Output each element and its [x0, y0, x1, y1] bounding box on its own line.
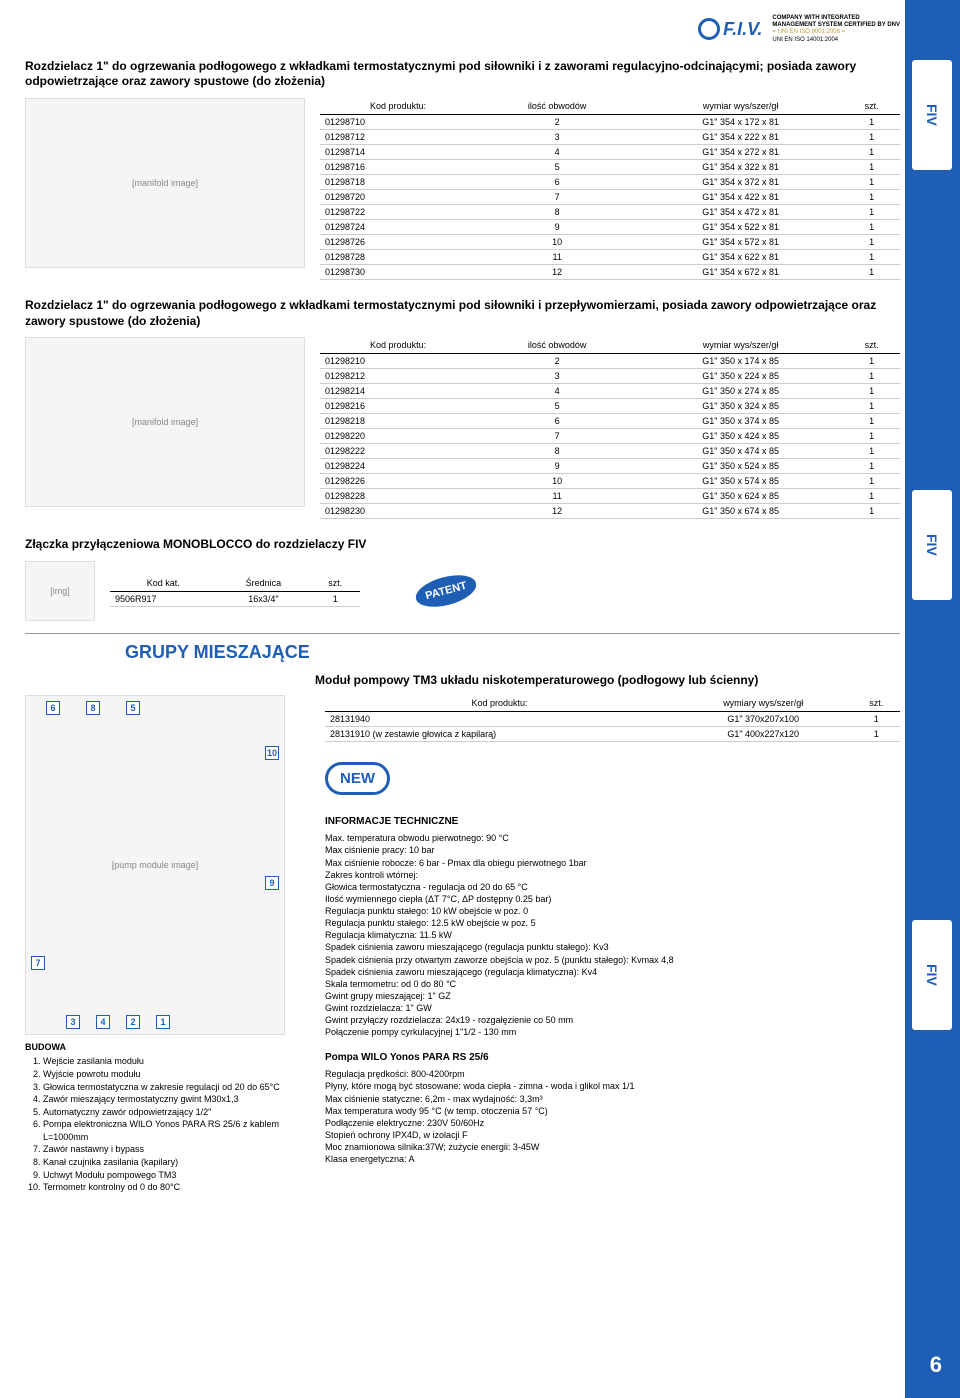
table-row: 0129872610G1" 354 x 572 x 811	[320, 234, 900, 249]
table-row: 0129873012G1" 354 x 672 x 811	[320, 264, 900, 279]
table-row: 012987207G1" 354 x 422 x 811	[320, 189, 900, 204]
sidebar-logo-icon: FIV	[912, 490, 952, 600]
sidebar: FIV FIV FIV 6	[905, 0, 960, 1398]
table-row: 012982144G1" 350 x 274 x 851	[320, 384, 900, 399]
th-szt: szt.	[843, 98, 900, 115]
fiv-logo: F.I.V.	[698, 18, 762, 40]
table-row: 0129823012G1" 350 x 674 x 851	[320, 504, 900, 519]
table-row: 28131910 (w zestawie głowica z kapilarą)…	[325, 726, 900, 741]
table-section2: Kod produktu: ilość obwodów wymiar wys/s…	[320, 337, 900, 519]
section2-title: Rozdzielacz 1" do ogrzewania podłogowego…	[25, 298, 900, 329]
table-row: 012987102G1" 354 x 172 x 811	[320, 114, 900, 129]
sidebar-logo-icon: FIV	[912, 60, 952, 170]
th-wymiar: wymiar wys/szer/gł	[638, 98, 843, 115]
patent-badge: PATENT	[412, 569, 479, 612]
table-row: 012982165G1" 350 x 324 x 851	[320, 399, 900, 414]
table-row: 012982228G1" 350 x 474 x 851	[320, 444, 900, 459]
table-row: 012982102G1" 350 x 174 x 851	[320, 354, 900, 369]
table-row: 9506R917 16x3/4" 1	[110, 591, 360, 606]
table-row: 0129822811G1" 350 x 624 x 851	[320, 489, 900, 504]
page-header: F.I.V. COMPANY WITH INTEGRATED MANAGEMEN…	[25, 15, 900, 44]
certification-text: COMPANY WITH INTEGRATED MANAGEMENT SYSTE…	[772, 15, 900, 44]
pump-image: [pump module image] 6 8 5 10 9 7 3 4 2 1	[25, 695, 285, 1035]
table-row: 0129822610G1" 350 x 574 x 851	[320, 474, 900, 489]
th-kod: Kod produktu:	[320, 98, 476, 115]
new-badge: NEW	[325, 762, 390, 795]
table-row: 012987165G1" 354 x 322 x 811	[320, 159, 900, 174]
page-number: 6	[930, 1352, 942, 1378]
table-row: 0129872811G1" 354 x 622 x 811	[320, 249, 900, 264]
info-tech: INFORMACJE TECHNICZNE Max. temperatura o…	[325, 815, 900, 1166]
budowa-list: BUDOWA Wejście zasilania modułuWyjście p…	[25, 1041, 305, 1194]
table-row: 012987249G1" 354 x 522 x 811	[320, 219, 900, 234]
table-row: 012987228G1" 354 x 472 x 811	[320, 204, 900, 219]
table-row: 012987144G1" 354 x 272 x 811	[320, 144, 900, 159]
sidebar-logo-icon: FIV	[912, 920, 952, 1030]
table-monoblocco: Kod kat. Średnica szt. 9506R917 16x3/4" …	[110, 575, 360, 607]
table-row: 012982249G1" 350 x 524 x 851	[320, 459, 900, 474]
table-row: 012982207G1" 350 x 424 x 851	[320, 429, 900, 444]
th-ilosc: ilość obwodów	[476, 98, 638, 115]
product-image-1: [manifold image]	[25, 98, 305, 268]
module-title: Moduł pompowy TM3 układu niskotemperatur…	[25, 673, 900, 687]
section1-title: Rozdzielacz 1" do ogrzewania podłogowego…	[25, 59, 900, 90]
table-section1: Kod produktu: ilość obwodów wymiar wys/s…	[320, 98, 900, 280]
monoblocco-image: [img]	[25, 561, 95, 621]
table-row: 012982186G1" 350 x 374 x 851	[320, 414, 900, 429]
monoblocco-title: Złączka przyłączeniowa MONOBLOCCO do roz…	[25, 537, 900, 553]
table-tm3: Kod produktu: wymiary wys/szer/gł szt. 2…	[325, 695, 900, 742]
table-row: 012982123G1" 350 x 224 x 851	[320, 369, 900, 384]
table-row: 28131940G1" 370x207x1001	[325, 711, 900, 726]
table-row: 012987186G1" 354 x 372 x 811	[320, 174, 900, 189]
grupy-heading: GRUPY MIESZAJĄCE	[25, 642, 900, 663]
table-row: 012987123G1" 354 x 222 x 811	[320, 129, 900, 144]
product-image-2: [manifold image]	[25, 337, 305, 507]
